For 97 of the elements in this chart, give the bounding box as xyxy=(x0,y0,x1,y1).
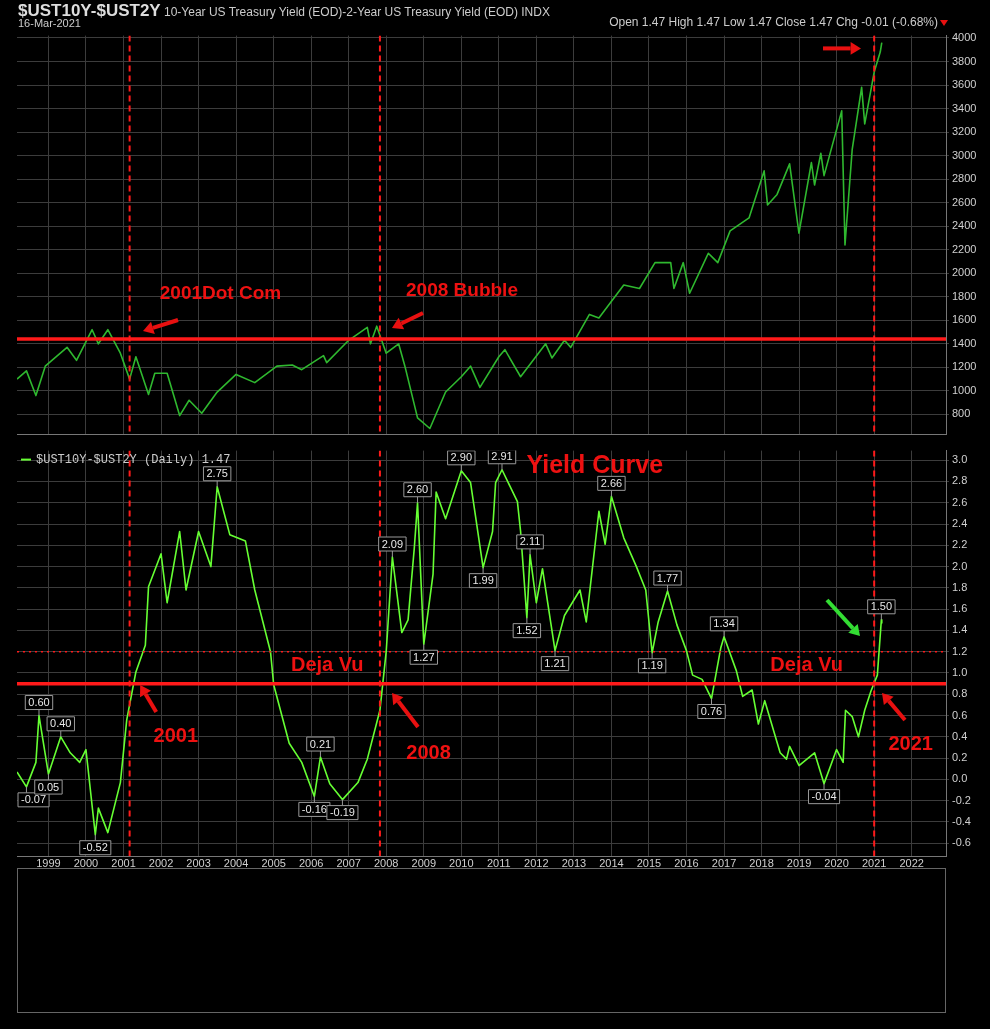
x-tick-label: 2014 xyxy=(599,856,624,869)
x-tick-label: 2011 xyxy=(486,856,511,869)
y-tick-label: -0.6 xyxy=(952,836,971,849)
x-tick-label: 2008 xyxy=(373,856,399,869)
annotation: Deja Vu xyxy=(290,653,364,676)
y-tick-label: 2.2 xyxy=(952,538,968,551)
y-tick-label: 1.0 xyxy=(952,666,968,679)
y-tick-label: -0.2 xyxy=(952,793,971,806)
y-tick-label: 2200 xyxy=(952,242,977,255)
x-tick-label: 2020 xyxy=(824,856,849,869)
y-tick-label: 3200 xyxy=(952,125,977,138)
x-tick-label: 2001 xyxy=(111,856,136,869)
text: Open 1.47 High 1.47 Low 1.47 Close 1.47 Chg -0.01 (-0.68%) xyxy=(609,15,938,29)
data-label: -0.16 xyxy=(301,802,327,815)
data-label: 2.90 xyxy=(450,451,473,464)
annotation: Deja Vu xyxy=(770,653,843,676)
data-label: 0.21 xyxy=(309,737,332,750)
y-tick-label: 1.4 xyxy=(952,623,968,636)
x-tick-label: 2010 xyxy=(449,856,474,869)
data-label: 1.34 xyxy=(713,617,735,630)
y-tick-label: 1800 xyxy=(952,289,977,302)
x-tick-label: 2009 xyxy=(411,856,437,869)
y-tick-label: 0.4 xyxy=(952,729,968,742)
y-tick-label: 3.0 xyxy=(952,453,968,466)
y-tick-label: 0.8 xyxy=(952,687,968,700)
data-label: 2.11 xyxy=(519,535,541,548)
annotation: 2008 Bubble xyxy=(406,279,518,301)
y-tick-label: 800 xyxy=(952,407,971,420)
y-tick-label: 1200 xyxy=(952,360,977,373)
data-label: 2.09 xyxy=(381,537,404,550)
data-label: 0.05 xyxy=(37,780,60,793)
y-tick-label: 2400 xyxy=(952,219,977,232)
x-tick-label: 2016 xyxy=(674,856,699,869)
x-tick-label: 2017 xyxy=(711,856,737,869)
y-tick-label: 3800 xyxy=(952,54,977,67)
y-tick-label: 1000 xyxy=(952,383,977,396)
data-label: -0.52 xyxy=(82,841,108,854)
x-tick-label: 2012 xyxy=(524,856,549,869)
y-tick-label: 2600 xyxy=(952,195,977,208)
data-label: 1.99 xyxy=(472,574,494,587)
annotation: 2021 xyxy=(888,732,933,755)
data-label: 1.50 xyxy=(870,600,893,613)
x-tick-label: 2004 xyxy=(223,856,249,869)
data-label: -0.19 xyxy=(329,806,355,819)
data-label: -0.04 xyxy=(811,790,837,803)
y-tick-label: 0.0 xyxy=(952,772,968,785)
y-tick-label: 3000 xyxy=(952,148,977,161)
y-tick-label: 2.4 xyxy=(952,517,968,530)
chart-subtitle: 16-Mar-2021 xyxy=(18,17,81,29)
x-tick-label: 2013 xyxy=(561,856,587,869)
data-label: 2.66 xyxy=(600,476,623,489)
y-tick-label: 2.6 xyxy=(952,495,968,508)
data-label: 1.27 xyxy=(413,650,435,663)
x-tick-label: 1999 xyxy=(36,856,61,869)
annotation: 2001 xyxy=(153,723,199,746)
x-tick-label: 2003 xyxy=(186,856,211,869)
y-tick-label: 1.6 xyxy=(952,602,968,615)
y-tick-label: 4000 xyxy=(952,30,977,43)
x-tick-label: 2021 xyxy=(861,856,887,869)
data-label: 2.75 xyxy=(206,467,228,480)
data-label: 1.19 xyxy=(641,659,663,672)
x-tick-label: 2018 xyxy=(749,856,774,869)
y-tick-label: 0.6 xyxy=(952,708,968,721)
data-label: 2.60 xyxy=(406,483,429,496)
y-tick-label: 2.0 xyxy=(952,559,968,572)
data-label: 1.21 xyxy=(544,657,566,670)
data-label: 0.60 xyxy=(28,696,50,709)
data-label: 0.76 xyxy=(700,705,723,718)
data-label: 1.52 xyxy=(516,624,538,637)
annotation: Yield Curve xyxy=(526,450,664,479)
y-tick-label: 1400 xyxy=(952,336,977,349)
y-tick-label: 2.8 xyxy=(952,474,968,487)
x-tick-label: 2002 xyxy=(148,856,174,869)
annotation: 2001Dot Com xyxy=(159,282,282,304)
y-tick-label: 0.2 xyxy=(952,751,968,764)
data-label: 0.40 xyxy=(50,717,72,730)
y-tick-label: 2000 xyxy=(952,266,977,279)
x-tick-label: 2007 xyxy=(336,856,361,869)
y-tick-label: 2800 xyxy=(952,172,977,185)
y-tick-label: 1.2 xyxy=(952,644,968,657)
x-tick-label: 2015 xyxy=(636,856,662,869)
x-tick-label: 2019 xyxy=(786,856,812,869)
x-tick-label: 2022 xyxy=(899,856,924,869)
x-tick-label: 2000 xyxy=(73,856,99,869)
x-tick-label: 2006 xyxy=(298,856,324,869)
y-tick-label: 3600 xyxy=(952,78,977,91)
annotation: 2008 xyxy=(406,740,451,763)
x-tick-label: 2005 xyxy=(261,856,286,869)
data-label: -0.07 xyxy=(21,793,47,806)
legend-label: $UST10Y-$UST2Y (Daily) 1.47 xyxy=(36,452,231,467)
y-tick-label: 1.8 xyxy=(952,580,968,593)
data-label: 2.91 xyxy=(491,450,513,463)
y-tick-label: -0.4 xyxy=(952,814,971,827)
data-label: 1.77 xyxy=(656,571,679,584)
y-tick-label: 1600 xyxy=(952,313,977,326)
chart-title: $UST10Y-$UST2Y 10-Year US Treasury Yield (EOD)-2-Year US Treasury Yield (EOD) INDX xyxy=(18,1,550,20)
y-tick-label: 3400 xyxy=(952,101,977,114)
